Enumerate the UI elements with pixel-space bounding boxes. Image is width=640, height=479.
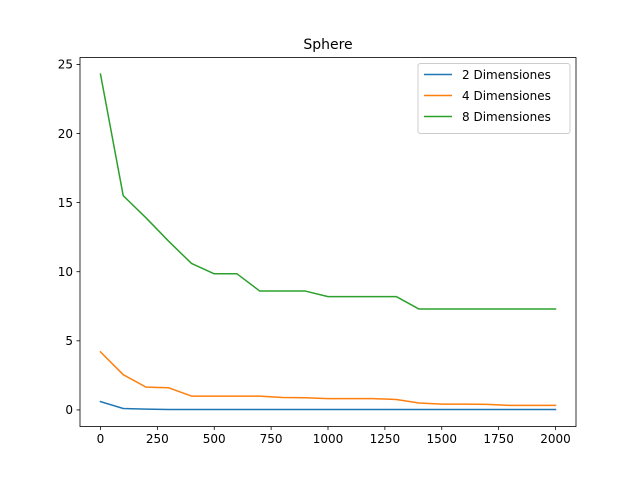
x-tick-label: 500 bbox=[203, 432, 226, 446]
x-tick-label: 1250 bbox=[370, 432, 401, 446]
legend-label-2: 4 Dimensiones bbox=[462, 89, 551, 103]
x-axis-ticks: 0 250 500 750 1000 1250 1500 1750 2000 bbox=[97, 426, 571, 446]
x-tick-label: 0 bbox=[97, 432, 105, 446]
legend-label-1: 2 Dimensiones bbox=[462, 68, 551, 82]
x-tick-label: 1000 bbox=[313, 432, 344, 446]
series-lines bbox=[99, 73, 557, 411]
x-tick-label: 2000 bbox=[540, 432, 571, 446]
chart-title: Sphere bbox=[303, 37, 352, 53]
x-tick-label: 750 bbox=[260, 432, 283, 446]
y-tick-label: 5 bbox=[65, 334, 73, 348]
x-tick-label: 250 bbox=[146, 432, 169, 446]
y-axis-ticks: 0 5 10 15 20 25 bbox=[58, 58, 80, 417]
y-tick-label: 20 bbox=[58, 127, 73, 141]
y-tick-label: 10 bbox=[58, 265, 73, 279]
legend: 2 Dimensiones 4 Dimensiones 8 Dimensiones bbox=[417, 63, 571, 134]
x-tick-label: 1500 bbox=[426, 432, 457, 446]
y-tick-label: 25 bbox=[58, 58, 73, 72]
y-tick-label: 15 bbox=[58, 196, 73, 210]
legend-label-3: 8 Dimensiones bbox=[462, 110, 551, 124]
y-tick-label: 0 bbox=[65, 403, 73, 417]
series-line-1 bbox=[99, 400, 557, 411]
x-tick-label: 1750 bbox=[483, 432, 514, 446]
series-line-3 bbox=[99, 73, 557, 310]
series-line-2 bbox=[99, 350, 557, 407]
legend-box bbox=[417, 63, 571, 134]
